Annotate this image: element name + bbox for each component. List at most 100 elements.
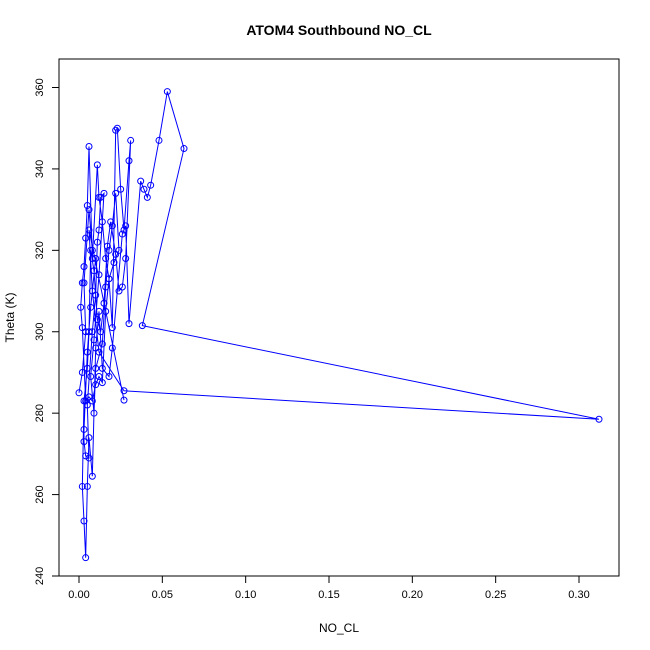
data-point <box>118 230 126 238</box>
data-point <box>93 238 101 246</box>
data-point <box>92 291 100 299</box>
data-point <box>75 389 83 397</box>
x-tick-label: 0.20 <box>402 589 423 601</box>
data-point <box>100 189 108 197</box>
data-point <box>77 303 85 311</box>
data-point <box>102 283 110 291</box>
data-point <box>108 222 116 230</box>
data-point <box>95 348 103 356</box>
data-point <box>90 267 98 275</box>
data-point <box>83 482 91 490</box>
data-point <box>112 250 120 258</box>
data-point <box>85 226 93 234</box>
data-point <box>82 234 90 242</box>
data-point <box>82 554 90 562</box>
y-tick-label: 240 <box>34 567 46 585</box>
data-point <box>138 322 146 330</box>
data-point <box>100 299 108 307</box>
data-point <box>105 275 113 283</box>
data-point <box>80 397 88 405</box>
data-point <box>115 287 123 295</box>
data-point <box>108 324 116 332</box>
data-point <box>92 364 100 372</box>
data-point <box>105 373 113 381</box>
data-point <box>180 145 188 153</box>
data-point <box>80 517 88 525</box>
x-tick-label: 0.05 <box>152 589 173 601</box>
y-tick-label: 300 <box>34 323 46 341</box>
data-point <box>122 254 130 262</box>
y-tick-label: 340 <box>34 160 46 178</box>
data-point <box>112 189 120 197</box>
data-point <box>97 328 105 336</box>
data-point <box>80 263 88 271</box>
data-point <box>83 202 91 210</box>
x-tick-label: 0.30 <box>568 589 589 601</box>
data-point <box>98 340 106 348</box>
data-point <box>137 177 145 185</box>
data-point <box>78 324 86 332</box>
data-point <box>80 438 88 446</box>
data-point <box>105 246 113 254</box>
data-point <box>155 136 163 144</box>
data-point <box>88 328 96 336</box>
data-point <box>78 279 86 287</box>
y-axis-label: Theta (K) <box>3 292 17 342</box>
data-point <box>98 218 106 226</box>
data-point <box>95 307 103 315</box>
data-point <box>88 472 96 480</box>
plot-frame <box>58 58 620 577</box>
data-point <box>82 328 90 336</box>
data-point <box>93 316 101 324</box>
data-point <box>125 157 133 165</box>
data-point <box>85 143 93 151</box>
data-point <box>120 387 128 395</box>
data-point <box>143 193 151 201</box>
data-point <box>113 124 121 132</box>
data-point <box>110 259 118 267</box>
data-point <box>98 364 106 372</box>
x-axis: 0.00 0.05 0.10 0.15 0.20 0.25 0.30 <box>68 576 590 601</box>
data-point <box>85 328 93 336</box>
data-point <box>85 454 93 462</box>
x-tick-label: 0.10 <box>235 589 256 601</box>
data-point <box>93 161 101 169</box>
data-point <box>92 381 100 389</box>
data-point <box>95 373 103 381</box>
chart-title: ATOM4 Southbound NO_CL <box>246 22 432 38</box>
series-line <box>78 91 600 558</box>
data-point <box>87 373 95 381</box>
y-tick-label: 360 <box>34 78 46 96</box>
data-point <box>103 242 111 250</box>
data-point <box>95 271 103 279</box>
data-point <box>87 246 95 254</box>
data-point <box>112 126 120 134</box>
data-point <box>108 344 116 352</box>
data-point <box>98 379 106 387</box>
data-point <box>127 136 135 144</box>
data-point <box>95 226 103 234</box>
data-point <box>88 254 96 262</box>
data-point <box>102 307 110 315</box>
y-tick-label: 320 <box>34 241 46 259</box>
x-axis-label: NO_CL <box>319 621 359 635</box>
data-point <box>125 320 133 328</box>
x-tick-label: 0.15 <box>318 589 339 601</box>
data-point <box>83 364 91 372</box>
data-point <box>87 303 95 311</box>
data-point <box>107 218 115 226</box>
plot-area <box>75 88 603 562</box>
data-point <box>117 185 125 193</box>
y-axis: 240 260 280 300 320 340 360 <box>34 78 59 585</box>
data-point <box>92 254 100 262</box>
data-point <box>595 415 603 423</box>
y-tick-label: 280 <box>34 404 46 422</box>
data-point <box>90 409 98 417</box>
data-point <box>120 226 128 234</box>
data-point <box>102 254 110 262</box>
data-point <box>163 88 171 96</box>
data-point <box>78 368 86 376</box>
y-tick-label: 260 <box>34 485 46 503</box>
data-point <box>120 396 128 404</box>
